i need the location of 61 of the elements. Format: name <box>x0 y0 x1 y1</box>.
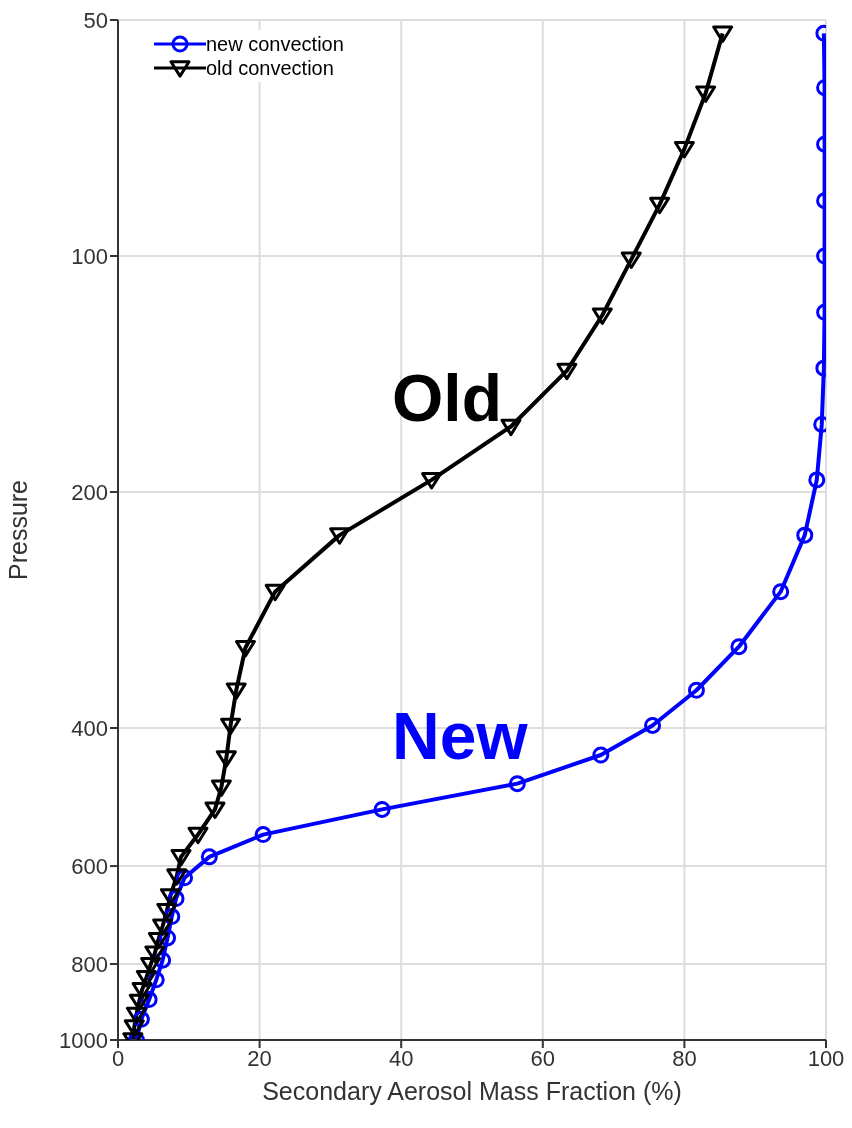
point <box>152 918 174 936</box>
x-tick-label: 60 <box>530 1045 556 1071</box>
point <box>556 362 578 381</box>
point <box>159 888 181 906</box>
point <box>210 779 232 797</box>
x-tick-label: 80 <box>672 1045 697 1071</box>
point <box>140 957 162 975</box>
point <box>187 826 209 845</box>
y-tick-label: 600 <box>71 853 108 879</box>
point <box>620 251 642 269</box>
y-tick-label: 200 <box>71 479 108 505</box>
y-axis-title: Pressure <box>3 479 32 581</box>
x-tick-label: 20 <box>247 1045 272 1071</box>
point <box>730 638 748 656</box>
point <box>649 196 671 215</box>
point <box>591 307 613 325</box>
point <box>695 85 717 103</box>
point <box>144 945 166 963</box>
point <box>131 982 153 1000</box>
point <box>215 750 237 768</box>
point <box>592 746 610 764</box>
point <box>712 25 734 43</box>
point <box>156 902 178 921</box>
point <box>170 849 192 867</box>
annotation: Old <box>392 360 502 437</box>
y-tick-label: 800 <box>71 951 108 977</box>
x-axis-title: Secondary Aerosol Mass Fraction (%) <box>262 1077 682 1105</box>
point <box>254 826 272 844</box>
x-tick-label: 100 <box>807 1045 845 1071</box>
point <box>373 800 391 818</box>
point <box>644 716 662 734</box>
point <box>796 526 814 544</box>
annotation: New <box>392 698 528 775</box>
x-tick-label: 0 <box>111 1045 125 1071</box>
y-tick-label: 400 <box>71 715 108 741</box>
point <box>772 583 790 601</box>
point <box>166 868 188 886</box>
point <box>147 931 169 950</box>
point <box>687 681 705 699</box>
y-tick-label: 50 <box>83 7 108 33</box>
legend-label: old convection <box>206 56 334 80</box>
point <box>204 801 226 819</box>
point <box>234 639 256 658</box>
point <box>808 471 826 489</box>
x-tick-label: 40 <box>388 1045 414 1071</box>
y-tick-label: 100 <box>71 243 108 269</box>
point <box>225 682 247 700</box>
point <box>673 141 695 159</box>
point <box>128 993 150 1012</box>
y-tick-label: 1000 <box>59 1027 108 1053</box>
point <box>500 418 522 437</box>
point <box>329 527 351 545</box>
point <box>220 717 242 736</box>
legend-label: new convection <box>206 32 344 56</box>
point <box>264 583 286 602</box>
point <box>200 848 218 866</box>
point <box>508 775 526 793</box>
point <box>125 1006 147 1025</box>
point <box>421 472 443 490</box>
point <box>123 1019 145 1037</box>
point <box>135 969 157 988</box>
